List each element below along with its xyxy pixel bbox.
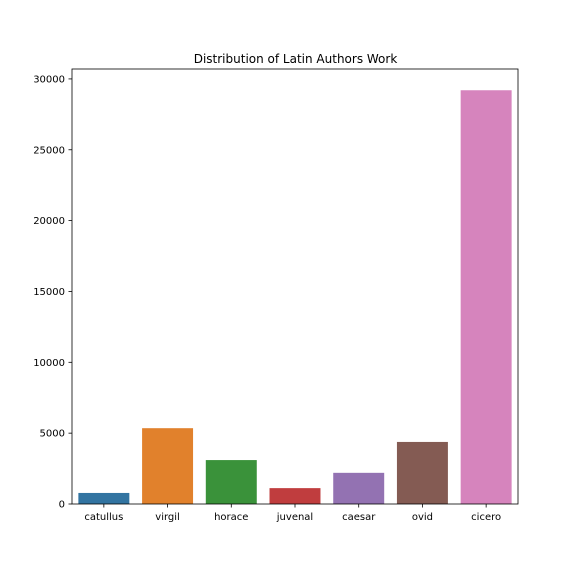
x-tick-label-catullus: catullus [84, 512, 123, 523]
chart-title: Distribution of Latin Authors Work [194, 52, 398, 66]
bar-cicero [460, 90, 512, 504]
x-tick-label-horace: horace [214, 512, 248, 523]
y-tick-label: 30000 [33, 74, 65, 85]
bar-juvenal [269, 488, 321, 504]
bar-ovid [396, 441, 448, 504]
y-tick-label: 15000 [33, 287, 65, 298]
bar-caesar [333, 472, 385, 504]
plot-frame [71, 68, 519, 505]
bar-virgil [142, 428, 194, 504]
x-tick-label-juvenal: juvenal [276, 512, 313, 523]
y-tick-label: 25000 [33, 145, 65, 156]
y-tick-label: 0 [59, 500, 65, 511]
x-tick-label-caesar: caesar [342, 512, 376, 523]
y-tick-label: 20000 [33, 216, 65, 227]
axes-layer: 0 5000 10000 15000 20000 25000 30000 catullus vi… [33, 68, 519, 523]
x-tick-label-cicero: cicero [471, 512, 501, 523]
y-tick-label: 5000 [40, 429, 65, 440]
x-tick-label-ovid: ovid [412, 512, 433, 523]
y-tick-label: 10000 [33, 358, 65, 369]
bars-layer [78, 90, 512, 504]
bar-catullus [78, 492, 130, 504]
bar-horace [205, 460, 257, 504]
x-tick-label-virgil: virgil [155, 512, 180, 523]
